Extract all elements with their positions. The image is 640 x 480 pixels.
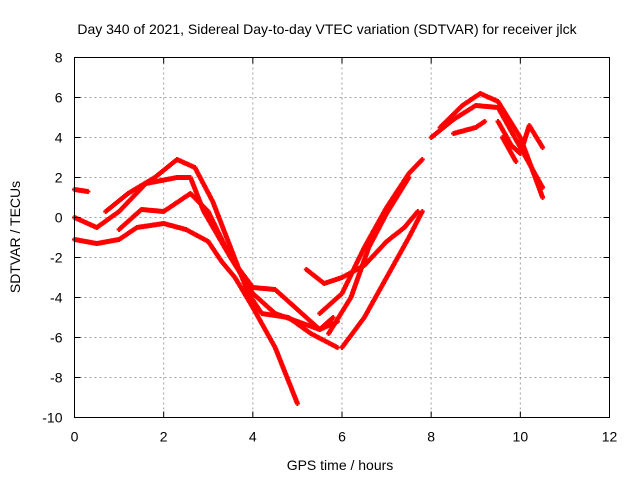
series-markers [339,209,425,350]
y-tick-label: 6 [55,90,63,106]
series-arc-11 [437,91,546,200]
x-tick-label: 4 [249,429,257,445]
series-markers [495,119,546,156]
chart-title: Day 340 of 2021, Sidereal Day-to-day VTE… [77,21,577,37]
series-arc-13 [495,119,546,156]
y-tick-label: -6 [50,330,63,346]
grid-layer [74,57,610,418]
x-tick-label: 12 [602,429,618,445]
series-markers [451,119,488,136]
x-tick-label: 10 [513,429,529,445]
series-arc-9 [326,175,412,336]
series-layer [72,91,546,406]
x-tick-label: 6 [338,429,346,445]
series-markers [500,135,519,164]
x-axis-label: GPS time / hours [287,457,394,473]
series-arc-4 [103,157,340,350]
x-tick-label: 2 [160,429,168,445]
series-markers [437,91,546,200]
series-markers [428,103,546,190]
series-arc-5 [116,191,336,332]
y-tick-label: 4 [55,130,63,146]
series-arc-12 [451,119,488,136]
y-tick-label: 8 [55,50,63,66]
series-arc-3 [72,175,340,332]
y-tick-label: 0 [55,210,63,226]
series-markers [103,157,340,350]
x-tick-label: 8 [427,429,435,445]
series-markers [116,191,336,332]
series-arc-10 [428,103,546,190]
series-markers [326,175,412,336]
series-markers [317,157,425,316]
series-markers [72,175,340,332]
y-tick-layer: -10 -8 -6 -4 -2 0 2 4 6 8 [42,50,610,426]
series-arc-7 [317,157,425,316]
y-tick-label: 2 [55,170,63,186]
series-arc-8 [339,209,425,350]
x-tick-layer: 0 2 4 6 8 10 12 [71,57,618,445]
y-tick-label: -2 [50,250,63,266]
y-axis-label: SDTVAR / TECUs [7,181,23,293]
y-tick-label: -10 [42,410,62,426]
x-tick-label: 0 [71,429,79,445]
y-tick-label: -4 [50,290,63,306]
y-tick-label: -8 [50,370,63,386]
series-arc-14 [500,135,519,164]
